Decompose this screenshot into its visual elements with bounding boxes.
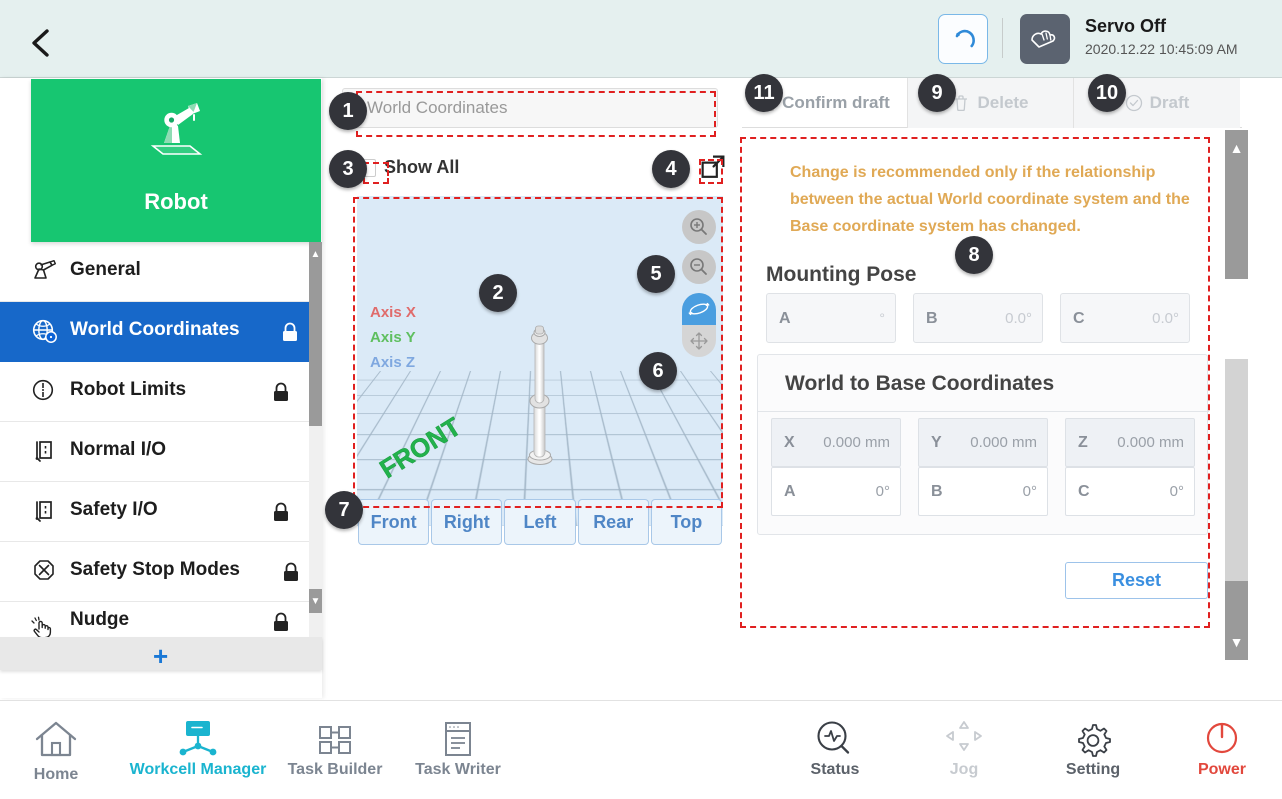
svg-text:FRONT: FRONT [377,414,466,484]
